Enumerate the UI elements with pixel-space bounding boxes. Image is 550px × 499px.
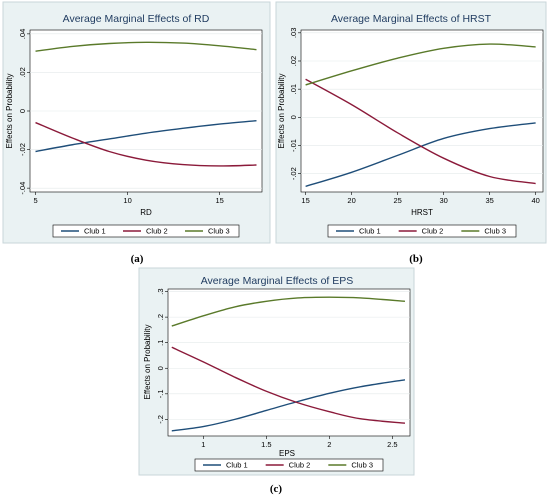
panel-c-x-tick-label: 2 [327, 440, 331, 449]
panel-a-y-ticks: -.04 -.02 0 .02 .04 [18, 29, 30, 195]
panel-a-series-club-3 [35, 41, 257, 52]
panel-c-legend: Club 1 Club 2 Club 3 [194, 458, 384, 472]
panel-b-y-tick-label: .01 [289, 84, 298, 94]
panel-b-y-tick-label: 0 [289, 115, 298, 119]
panel-b-legend-label: Club 2 [422, 227, 444, 236]
panel-b-x-label: HRST [411, 208, 433, 217]
panel-a-x-ticks: 5 10 15 [33, 192, 224, 205]
panel-a-series-club-1 [35, 119, 257, 153]
panel-b-y-tick-label: -.02 [289, 167, 298, 180]
panel-c-x-tick-label: 2.5 [387, 440, 397, 449]
panel-c-y-ticks: -.2 -.1 0 .1 .2 .3 [156, 288, 168, 424]
panel-a-legend-box [52, 224, 240, 238]
panel-b-y-tick-label: .03 [289, 28, 298, 38]
panel-c-lines [171, 296, 406, 432]
panel-c-x-label: EPS [279, 449, 295, 458]
panel-c-x-tick-label: 1.5 [261, 440, 271, 449]
panel-c-y-tick-label: .2 [156, 314, 165, 320]
panel-a-grid [30, 33, 262, 189]
panel-b-y-tick-label: -.01 [289, 139, 298, 152]
panel-c-y-tick-label: -.2 [156, 415, 165, 424]
panel-a-legend: Club 1 Club 2 Club 3 [52, 224, 240, 238]
panel-c-x-tick-label: 1 [201, 440, 205, 449]
panel-a-y-tick-label: 0 [18, 109, 27, 113]
panel-c-title: Average Marginal Effects of EPS [201, 275, 354, 287]
panel-c-series-club-1 [171, 379, 406, 432]
panel-b-x-tick-label: 20 [347, 196, 355, 205]
panel-b-legend-label: Club 1 [359, 227, 381, 236]
panel-b-x-tick-label: 30 [439, 196, 447, 205]
panel-b-y-tick-label: .02 [289, 56, 298, 66]
panel-a-lines [35, 41, 257, 167]
panel-b-x-ticks: 15 20 25 30 35 40 [301, 192, 540, 205]
panel-c-series-club-3 [171, 296, 406, 327]
panel-b-x-tick-label: 15 [301, 196, 309, 205]
panel-a-x-tick-label: 10 [123, 196, 131, 205]
panel-a-x-tick-label: 5 [33, 196, 37, 205]
panel-a-y-tick-label: -.04 [18, 182, 27, 195]
panel-c-y-tick-label: .1 [156, 340, 165, 346]
panel-c-legend-label: Club 1 [226, 461, 248, 470]
panel-c-x-ticks: 1 1.5 2 2.5 [201, 436, 398, 449]
panel-a-y-label: Effects on Probability [5, 73, 14, 148]
panel-c-legend-box [194, 458, 384, 472]
panel-b-x-tick-label: 35 [485, 196, 493, 205]
panel-c-plot-area [167, 288, 411, 437]
panel-a-series-club-2 [35, 121, 257, 167]
panel-a-y-tick-label: -.02 [18, 143, 27, 156]
panel-b-series-club-3 [305, 43, 536, 86]
panel-b-x-tick-label: 40 [531, 196, 539, 205]
caption-c: (c) [270, 483, 283, 495]
panel-a-legend-label: Club 1 [84, 227, 106, 236]
panel-c-legend-label: Club 2 [289, 461, 311, 470]
panel-b-y-label: Effects on Probability [277, 73, 286, 148]
panel-a-y-tick-label: .04 [18, 29, 27, 39]
panel-a-legend-label: Club 3 [208, 227, 230, 236]
panel-b-series-club-2 [305, 78, 536, 185]
caption-b: (b) [409, 253, 423, 265]
panel-a-legend-label: Club 2 [146, 227, 168, 236]
panel-a: Average Marginal Effects of RD -.04 -.02 0… [2, 1, 271, 244]
panel-a-x-label: RD [140, 208, 152, 217]
panel-b-lines [305, 43, 536, 188]
caption-a: (a) [131, 253, 144, 265]
panel-c-series-club-2 [171, 346, 406, 424]
panel-a-x-tick-label: 15 [215, 196, 223, 205]
panel-a-y-tick-label: .02 [18, 67, 27, 77]
panel-c-y-tick-label: .3 [156, 288, 165, 294]
panel-c-y-label: Effects on Probability [143, 324, 152, 399]
panel-c: Average Marginal Effects of EPS -.2 -.1 0.… [138, 267, 415, 476]
panel-b-plot-area [300, 29, 544, 193]
panel-b-y-ticks: -.02 -.01 0 .01 .02 .03 [289, 28, 301, 180]
panel-b-title: Average Marginal Effects of HRST [331, 13, 492, 25]
panel-b-legend: Club 1 Club 2 Club 3 [327, 224, 517, 238]
panel-b-legend-box [327, 224, 517, 238]
panel-c-y-tick-label: 0 [156, 366, 165, 370]
panel-b-legend-label: Club 3 [484, 227, 506, 236]
panel-b-x-tick-label: 25 [393, 196, 401, 205]
panel-c-legend-label: Club 3 [351, 461, 373, 470]
panel-c-y-tick-label: -.1 [156, 389, 165, 398]
panel-a-title: Average Marginal Effects of RD [63, 13, 210, 25]
panel-b: Average Marginal Effects of HRST -.02-.0… [275, 1, 547, 244]
